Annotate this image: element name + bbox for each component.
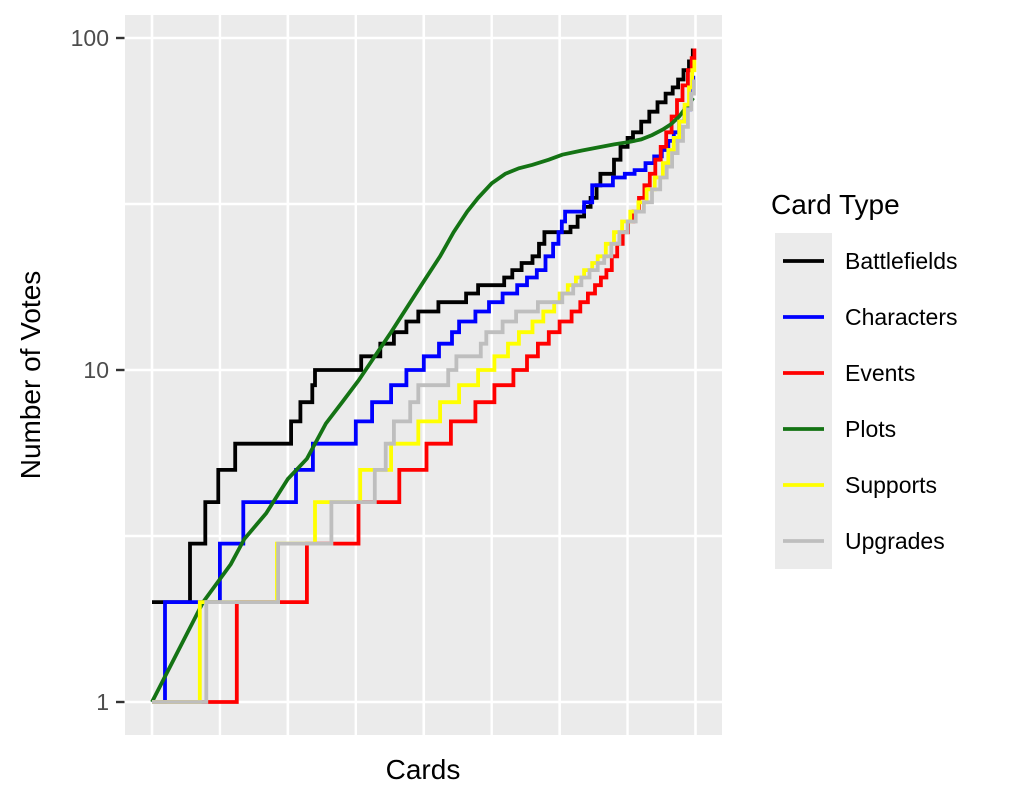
legend-title: Card Type <box>771 189 900 220</box>
legend-items: Battlefields Characters Events Plots Support… <box>775 233 958 569</box>
series-line-battlefields <box>152 48 695 604</box>
series-line-events <box>152 48 697 704</box>
legend-label-events: Events <box>845 360 915 386</box>
series-lines <box>150 48 697 704</box>
y-axis-title: Number of Votes <box>15 271 46 480</box>
series-line-upgrades <box>152 79 696 704</box>
legend-label-supports: Supports <box>845 472 937 498</box>
legend-label-upgrades: Upgrades <box>845 528 945 554</box>
legend-label-battlefields: Battlefields <box>845 248 958 274</box>
series-line-plots <box>150 96 695 703</box>
y-tick-label-100: 100 <box>71 25 109 51</box>
legend: Card Type Battlefields Characters Events Pl… <box>771 189 958 569</box>
y-axis-ticks: 1 10 100 <box>71 25 125 715</box>
y-tick-label-1: 1 <box>96 689 109 715</box>
series-line-supports <box>152 59 697 704</box>
legend-label-plots: Plots <box>845 416 896 442</box>
x-axis-title: Cards <box>386 754 461 785</box>
legend-label-characters: Characters <box>845 304 957 330</box>
y-tick-label-10: 10 <box>83 357 109 383</box>
